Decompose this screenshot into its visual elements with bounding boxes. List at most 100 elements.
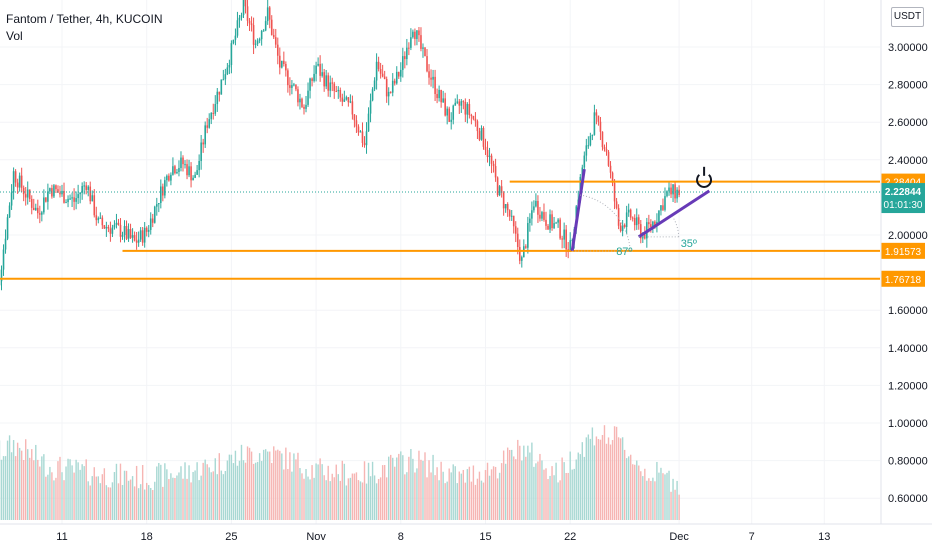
candle-body: [462, 101, 465, 103]
y-tick-label: 1.60000: [888, 305, 928, 317]
volume-bar: [65, 466, 67, 520]
candle-body: [432, 76, 434, 80]
volume-bar: [71, 465, 73, 520]
volume-bar: [462, 469, 465, 520]
volume-bar: [303, 478, 305, 520]
last-price-tag: [881, 183, 925, 214]
candle-body: [496, 177, 499, 196]
volume-bar: [158, 462, 160, 520]
volume-bar: [323, 475, 325, 520]
volume-bar: [525, 456, 527, 520]
volume-bar: [678, 494, 680, 520]
candle-body: [299, 98, 301, 103]
candle-body: [359, 131, 362, 133]
x-tick-label: 13: [818, 531, 830, 543]
volume-bar: [611, 440, 614, 520]
x-tick-label: Dec: [669, 531, 689, 543]
volume-bar: [625, 458, 628, 520]
candle-body: [220, 79, 223, 95]
level-price-tag: [881, 242, 925, 259]
volume-bar: [446, 481, 448, 520]
volume-bar: [593, 445, 596, 520]
candle-body: [119, 224, 122, 237]
volume-bar: [41, 456, 43, 520]
candle-body: [276, 44, 279, 56]
volume-bar: [365, 483, 368, 520]
volume-bar: [281, 453, 283, 520]
candle-body: [268, 7, 271, 20]
volume-bar: [75, 459, 77, 520]
x-tick-label: 8: [398, 531, 404, 543]
candle-body: [283, 60, 285, 64]
candle-body: [186, 164, 188, 176]
candle-body: [619, 225, 622, 232]
volume-bar: [486, 462, 489, 520]
price-axis[interactable]: 3.00000 2.80000 2.60000 2.40000 2.00000 1.600…: [880, 0, 928, 524]
volume-bar: [315, 463, 317, 520]
volume-bar: [575, 459, 577, 520]
y-tick-label: 1.40000: [888, 343, 928, 355]
candle-body: [4, 238, 7, 250]
volume-bar: [101, 474, 104, 520]
angle-arc: [580, 194, 631, 252]
candle-body: [149, 218, 152, 230]
candle-body: [666, 191, 668, 197]
drawings[interactable]: 87º 35º: [570, 166, 713, 258]
candle-body: [200, 142, 202, 162]
candle-body: [460, 101, 463, 106]
candle-body: [603, 147, 606, 150]
candle-body: [295, 84, 297, 90]
candle-body: [658, 210, 660, 222]
time-axis[interactable]: 11 18 25 Nov 8 15 22 Dec 7 13: [0, 523, 932, 543]
volume-bar: [402, 455, 404, 520]
volume-bar: [438, 480, 440, 520]
volume-bar: [14, 456, 17, 520]
candle-body: [422, 47, 424, 49]
volume-bar: [293, 453, 295, 520]
candle-body: [506, 204, 509, 211]
currency-badge[interactable]: USDT: [891, 7, 924, 27]
candle-body: [206, 125, 208, 128]
legend-title: Fantom / Tether, 4h, KUCOIN: [6, 12, 163, 26]
candle-body: [81, 186, 83, 193]
volume-bar: [184, 462, 186, 520]
volume-bar: [351, 473, 354, 520]
volume-bar: [192, 471, 194, 520]
volume-bar: [363, 461, 366, 520]
volume-bar: [621, 437, 624, 520]
candle-body: [476, 121, 479, 132]
volume-bar: [254, 462, 257, 520]
candle-body: [10, 192, 13, 206]
volume-bar: [559, 480, 561, 520]
candle-body: [642, 234, 644, 239]
candle-body: [518, 247, 521, 261]
candle-body: [339, 89, 342, 98]
volume-bar: [551, 466, 553, 520]
candle-body: [168, 175, 170, 181]
candle-body: [212, 112, 215, 114]
candle-body: [87, 186, 90, 190]
candle-body: [67, 198, 69, 203]
candle-body: [438, 89, 440, 99]
volume-bar: [440, 461, 442, 520]
volume-bar: [589, 438, 592, 520]
volume-bar: [186, 478, 188, 520]
candle-body: [583, 155, 586, 168]
volume-bar: [87, 481, 89, 520]
candle-body: [323, 72, 325, 87]
volume-bar: [220, 470, 223, 520]
volume-bar: [670, 491, 672, 520]
volume-bar: [390, 454, 392, 520]
volume-bar: [22, 460, 25, 520]
volume-bar: [218, 453, 220, 520]
candle-body: [73, 197, 75, 202]
angle-arc-2: [672, 216, 680, 237]
candle-body: [77, 194, 79, 199]
volume-bar: [430, 472, 432, 520]
candle-body: [331, 82, 334, 84]
volume-bar: [329, 481, 331, 520]
volume-bar: [264, 449, 267, 520]
x-tick-label: 22: [564, 531, 576, 543]
